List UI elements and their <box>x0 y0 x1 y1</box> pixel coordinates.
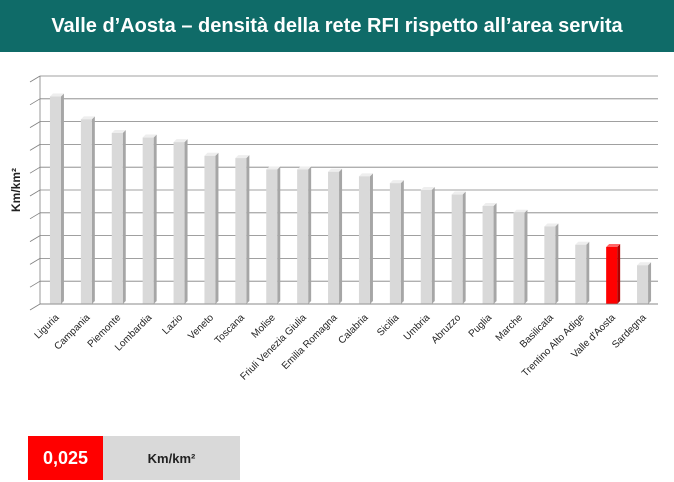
bar-top <box>173 139 188 143</box>
gridline-depth <box>29 121 41 128</box>
bar-top <box>358 173 373 177</box>
gridline-depth <box>29 98 41 106</box>
highlight-value: 0,025 <box>28 436 103 480</box>
bar-top <box>513 209 528 213</box>
bar-top <box>235 155 250 159</box>
gridline-depth <box>29 144 41 151</box>
gridline-depth <box>29 303 41 311</box>
category-label: Toscana <box>213 312 247 346</box>
category-label: Sardegna <box>610 312 649 351</box>
bar-side <box>277 166 281 304</box>
bar <box>420 190 432 304</box>
category-label: Liguria <box>33 312 62 341</box>
bar-side <box>462 191 466 304</box>
category-label: Sicilia <box>375 312 402 339</box>
bar-highlight <box>606 247 618 304</box>
y-axis-label: Km/km² <box>9 168 23 212</box>
bar-top <box>328 168 343 172</box>
bar <box>80 119 92 304</box>
bar-side <box>153 134 157 304</box>
bar-top <box>389 180 404 184</box>
bar <box>482 205 494 304</box>
gridline-depth <box>29 258 41 265</box>
bar-top <box>420 187 435 190</box>
category-label: Umbria <box>402 312 433 343</box>
bar-top <box>80 116 95 120</box>
gridline-depth <box>29 280 41 288</box>
bar-side <box>586 241 590 304</box>
bar-side <box>648 262 652 304</box>
bar-side <box>122 130 126 304</box>
bar <box>173 142 185 304</box>
gridline-depth <box>29 189 41 197</box>
bar-side <box>91 116 95 304</box>
bar-side <box>555 223 559 304</box>
category-label: Abruzzo <box>430 312 464 346</box>
bar-top <box>111 130 126 133</box>
bar-top <box>637 262 652 266</box>
bar-side <box>400 180 404 304</box>
category-label: Molise <box>250 312 279 341</box>
gridline-depth <box>29 166 41 174</box>
bar <box>575 244 587 304</box>
bar <box>111 133 123 304</box>
gridline-depth <box>29 75 41 83</box>
bar-side <box>431 187 435 304</box>
category-label: Lazio <box>160 312 185 337</box>
bar-side <box>246 155 250 304</box>
bar-side <box>493 202 497 304</box>
bar <box>544 226 556 304</box>
bar-side <box>184 139 188 304</box>
bar <box>204 155 216 304</box>
bar-top <box>451 191 466 195</box>
bar <box>49 96 61 304</box>
bar-side <box>369 173 373 304</box>
bar <box>328 171 340 304</box>
highlight-legend: 0,025 Km/km² <box>28 436 240 480</box>
bar-top <box>266 166 281 170</box>
slide-header: Valle d’Aosta – densità della rete RFI r… <box>0 0 674 52</box>
bar <box>389 183 401 304</box>
bar <box>235 158 247 304</box>
bar-side <box>60 93 64 304</box>
bar-top <box>204 152 219 156</box>
bar-top <box>297 166 312 170</box>
bar-top <box>142 134 157 138</box>
bar-top <box>606 244 621 247</box>
bar-side <box>308 166 312 304</box>
category-label: Calabria <box>336 312 370 346</box>
bar-side <box>524 209 528 304</box>
bar-top <box>544 223 559 227</box>
bar-top <box>49 93 64 97</box>
bar-side <box>339 168 343 304</box>
bar <box>358 176 370 304</box>
slide-title: Valle d’Aosta – densità della rete RFI r… <box>51 14 623 37</box>
bar-side <box>617 244 621 304</box>
highlight-unit: Km/km² <box>103 436 240 480</box>
gridline-depth <box>29 212 41 220</box>
bar <box>513 212 525 304</box>
bar-top <box>482 202 497 206</box>
bar <box>451 194 463 304</box>
bar <box>142 137 154 304</box>
bar <box>637 265 649 304</box>
gridline-depth <box>29 235 41 242</box>
bar <box>297 169 309 304</box>
category-label: Veneto <box>186 312 216 342</box>
category-label: Puglia <box>467 312 495 340</box>
bar-side <box>215 152 219 304</box>
bar-top <box>575 241 590 245</box>
category-label: Emilia Romagna <box>280 312 340 372</box>
bar <box>266 169 278 304</box>
